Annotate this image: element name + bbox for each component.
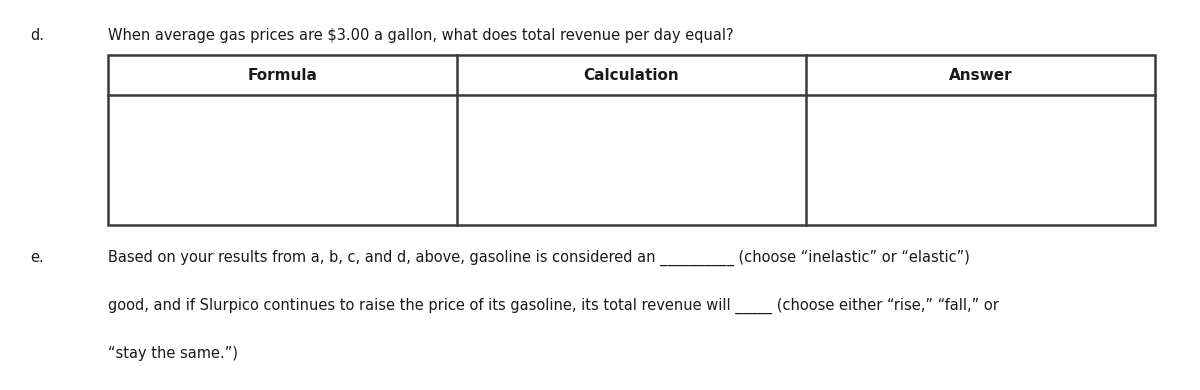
Text: Based on your results from a, b, c, and d, above, gasoline is considered an ____: Based on your results from a, b, c, and … xyxy=(108,250,970,266)
Text: “stay the same.”): “stay the same.”) xyxy=(108,346,238,361)
Bar xyxy=(108,55,1154,225)
Text: Formula: Formula xyxy=(247,67,318,83)
Text: Answer: Answer xyxy=(949,67,1013,83)
Text: e.: e. xyxy=(30,250,43,265)
Text: When average gas prices are $3.00 a gallon, what does total revenue per day equa: When average gas prices are $3.00 a gall… xyxy=(108,28,733,43)
Text: d.: d. xyxy=(30,28,44,43)
Text: Calculation: Calculation xyxy=(583,67,679,83)
Text: good, and if Slurpico continues to raise the price of its gasoline, its total re: good, and if Slurpico continues to raise… xyxy=(108,298,998,314)
